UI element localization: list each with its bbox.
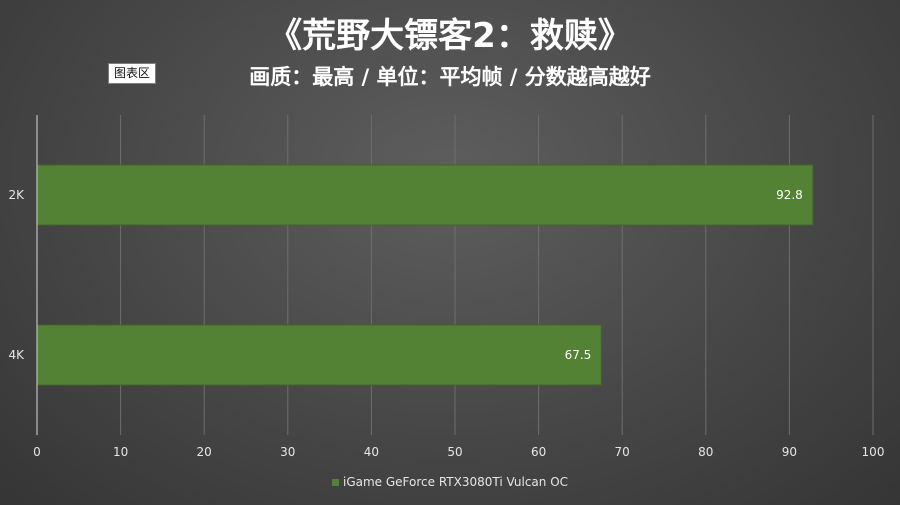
chart-subtitle: 画质：最高 / 单位：平均帧 / 分数越高越好: [249, 65, 651, 89]
bar-4k[interactable]: [36, 324, 602, 386]
x-tick-label-7: 70: [615, 445, 630, 459]
x-tick-label-6: 60: [531, 445, 546, 459]
x-tick-label-10: 100: [862, 445, 885, 459]
x-tick-label-3: 30: [280, 445, 295, 459]
y-category-label-2k: 2K: [8, 188, 25, 202]
legend[interactable]: iGame GeForce RTX3080Ti Vulcan OC: [0, 474, 900, 490]
chart-area-tooltip: 图表区: [108, 63, 157, 84]
x-tick-label-9: 90: [782, 445, 797, 459]
data-label-4k: 67.5: [565, 348, 592, 362]
legend-swatch: [331, 479, 339, 486]
x-tick-label-4: 40: [364, 445, 379, 459]
bar-2k[interactable]: [36, 164, 814, 226]
chart-title: 《荒野大镖客2：救赎》: [268, 16, 632, 56]
legend-label: iGame GeForce RTX3080Ti Vulcan OC: [342, 475, 569, 489]
x-tick-label-2: 20: [197, 445, 212, 459]
data-label-2k: 92.8: [776, 188, 803, 202]
y-category-label-4k: 4K: [8, 348, 25, 362]
x-tick-label-1: 10: [113, 445, 128, 459]
x-tick-label-0: 0: [33, 445, 41, 459]
x-tick-label-5: 50: [447, 445, 462, 459]
x-tick-label-8: 80: [698, 445, 713, 459]
